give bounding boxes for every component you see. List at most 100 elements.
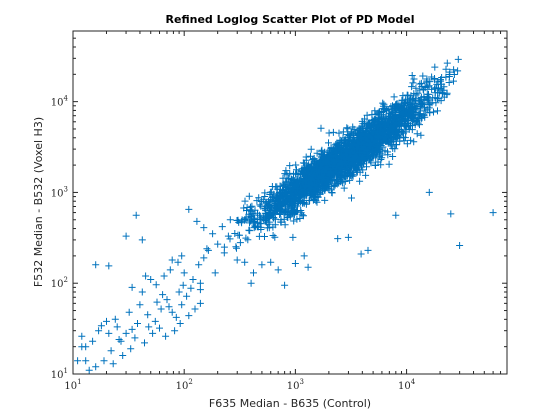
- data-point: [334, 143, 342, 151]
- data-point: [209, 230, 217, 238]
- x-tick-label: 103: [287, 378, 304, 392]
- data-point: [107, 347, 115, 355]
- data-point: [391, 145, 399, 153]
- data-point: [103, 317, 110, 325]
- data-point: [233, 217, 241, 224]
- data-point: [400, 133, 407, 141]
- data-point: [431, 94, 439, 102]
- data-point: [349, 123, 357, 131]
- data-point: [389, 102, 396, 110]
- data-point: [255, 232, 263, 240]
- data-point: [368, 111, 376, 119]
- data-point: [277, 209, 285, 217]
- data-point: [306, 164, 314, 172]
- chart-title: Refined Loglog Scatter Plot of PD Model: [166, 13, 415, 26]
- data-point: [276, 182, 284, 190]
- data-point: [310, 182, 318, 189]
- data-point: [196, 286, 204, 294]
- data-point: [305, 161, 313, 169]
- data-point: [381, 105, 389, 113]
- data-point: [253, 197, 261, 205]
- data-point: [134, 320, 141, 327]
- data-point: [291, 208, 299, 216]
- data-point: [250, 224, 258, 232]
- data-point: [200, 224, 208, 232]
- data-point: [78, 343, 86, 351]
- data-point: [324, 179, 332, 187]
- data-point: [151, 317, 159, 325]
- data-point: [350, 155, 357, 162]
- data-point: [243, 207, 250, 214]
- data-point: [300, 196, 308, 204]
- data-point: [416, 121, 423, 129]
- data-point: [404, 107, 412, 115]
- data-point: [420, 110, 428, 118]
- data-point: [185, 312, 193, 320]
- data-point: [345, 168, 353, 176]
- data-point: [340, 184, 348, 192]
- data-point: [367, 140, 375, 148]
- data-point: [349, 132, 357, 140]
- data-point: [393, 100, 401, 108]
- data-point: [277, 218, 285, 226]
- data-point: [289, 233, 297, 241]
- data-point: [336, 139, 344, 146]
- data-point: [262, 216, 270, 224]
- data-point: [281, 221, 289, 229]
- data-point: [226, 216, 234, 224]
- data-point: [211, 269, 219, 277]
- data-point: [417, 101, 425, 109]
- data-point: [329, 128, 337, 136]
- data-point: [89, 337, 97, 345]
- data-point: [292, 161, 300, 169]
- data-point: [402, 128, 410, 136]
- data-point: [297, 209, 305, 217]
- y-tick-label: 102: [51, 276, 68, 290]
- data-point: [105, 262, 113, 270]
- data-point: [149, 329, 157, 337]
- data-point: [293, 166, 300, 174]
- data-point: [397, 115, 405, 123]
- data-point: [350, 133, 358, 141]
- data-point: [421, 113, 429, 121]
- data-point: [275, 191, 283, 199]
- data-point: [311, 187, 319, 195]
- data-point: [403, 112, 411, 120]
- data-point: [261, 189, 269, 197]
- data-point: [224, 232, 232, 240]
- data-point: [333, 139, 341, 147]
- data-point: [162, 332, 170, 340]
- data-point: [402, 98, 410, 106]
- data-point: [425, 188, 433, 196]
- data-point: [430, 108, 437, 116]
- data-point: [410, 75, 418, 83]
- data-point: [346, 176, 354, 184]
- data-point: [97, 322, 105, 330]
- data-point: [489, 209, 497, 217]
- data-point: [317, 147, 325, 155]
- data-point: [387, 124, 395, 132]
- data-point: [313, 149, 321, 157]
- data-point: [291, 260, 299, 267]
- data-point: [285, 205, 293, 213]
- data-point: [255, 194, 263, 202]
- data-point: [281, 170, 289, 178]
- data-point: [391, 133, 399, 141]
- data-point: [302, 182, 310, 190]
- data-point: [344, 233, 352, 241]
- data-point: [443, 89, 451, 97]
- data-point: [165, 303, 173, 311]
- data-point: [317, 124, 325, 132]
- data-point: [350, 166, 358, 174]
- data-point: [363, 111, 371, 119]
- data-point: [156, 324, 163, 332]
- data-point: [391, 109, 399, 116]
- data-point: [380, 133, 388, 141]
- data-point: [111, 315, 119, 323]
- data-point: [419, 72, 427, 80]
- data-point: [325, 146, 333, 154]
- data-point: [255, 211, 263, 219]
- data-point: [409, 114, 417, 122]
- data-point: [381, 147, 389, 155]
